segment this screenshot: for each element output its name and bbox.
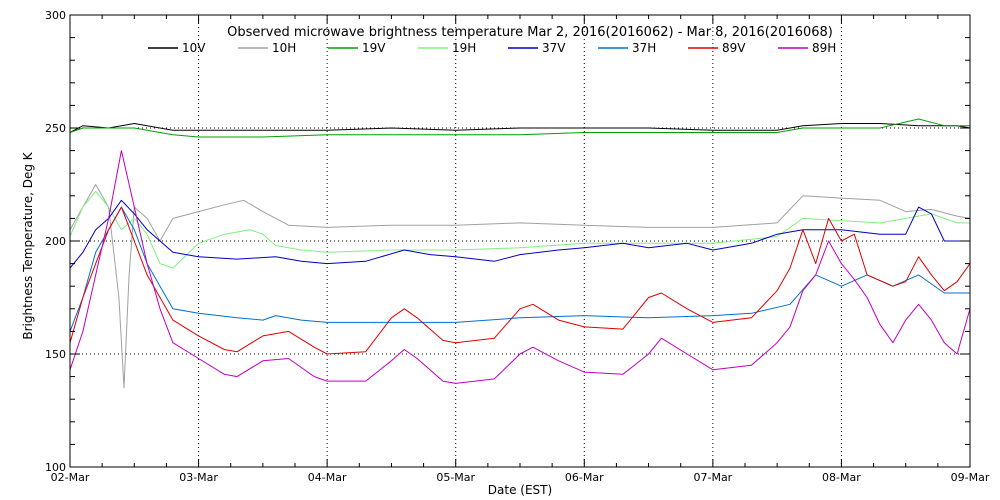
series-line-89v <box>69 206 971 355</box>
legend-label-89h: 89H <box>812 41 836 55</box>
y-tick-label: 100 <box>45 461 66 474</box>
y-tick-label: 200 <box>45 235 66 248</box>
y-tick-label: 150 <box>45 348 66 361</box>
x-tick-label: 03-Mar <box>179 471 218 484</box>
grid <box>70 15 970 467</box>
series-line-10h <box>69 184 971 389</box>
legend-label-37h: 37H <box>632 41 656 55</box>
series-line-37h <box>69 206 970 332</box>
chart-title: Observed microwave brightness temperatur… <box>227 25 833 40</box>
legend-label-10h: 10H <box>272 41 296 55</box>
y-axis-label: Brightness Temperature, Deg K <box>21 151 35 339</box>
y-tick-label: 250 <box>45 122 66 135</box>
x-tick-label: 02-Mar <box>51 471 90 484</box>
series-line-37v <box>69 199 970 269</box>
x-tick-label: 09-Mar <box>951 471 990 484</box>
legend-label-19h: 19H <box>452 41 476 55</box>
series-lines <box>69 118 971 389</box>
y-tick-label: 300 <box>45 9 66 22</box>
series-line-19h <box>69 190 970 269</box>
series-line-19v <box>69 118 970 138</box>
x-tick-label: 06-Mar <box>565 471 604 484</box>
series-line-89h <box>69 150 971 384</box>
legend-label-89v: 89V <box>722 41 746 55</box>
legend-label-37v: 37V <box>542 41 566 55</box>
x-tick-label: 04-Mar <box>308 471 347 484</box>
x-tick-label: 05-Mar <box>436 471 475 484</box>
legend: 10V 10H 19V 19H 37V 37H 89V 89H <box>148 41 836 55</box>
x-axis-label: Date (EST) <box>488 483 552 497</box>
legend-label-19v: 19V <box>362 41 386 55</box>
x-tick-label: 08-Mar <box>822 471 861 484</box>
axis-ticks: 02-Mar 03-Mar 04-Mar 05-Mar 06-Mar 07-Mar 08-M… <box>45 9 990 484</box>
x-tick-label: 07-Mar <box>693 471 732 484</box>
legend-label-10v: 10V <box>182 41 206 55</box>
series-line-10v <box>69 123 971 133</box>
